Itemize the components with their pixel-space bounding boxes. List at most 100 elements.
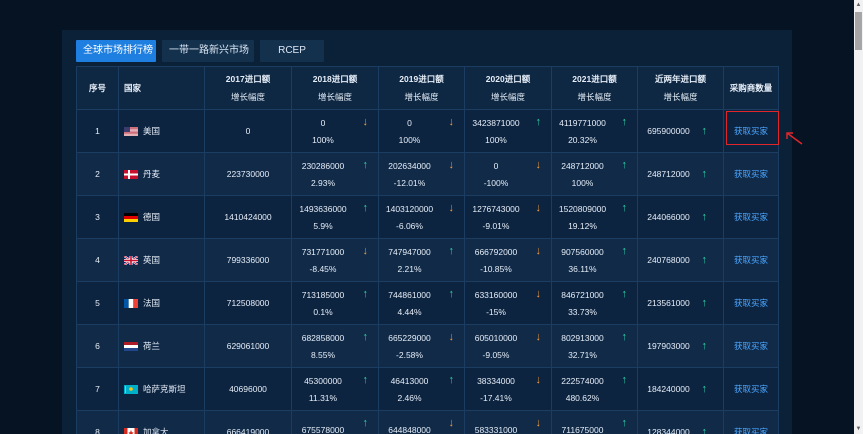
arrow-up-icon: ↑: [701, 125, 708, 137]
import-2017: 629061000: [204, 324, 292, 368]
growth-rate: 100%: [312, 134, 334, 145]
ranking-panel: 全球市场排行榜 一带一路新兴市场 RCEP 序号 国家 2017进口额 增长幅度 …: [62, 30, 792, 434]
import-2020: 633160000 -15% ↓: [464, 281, 552, 325]
import-value: 731771000: [301, 246, 345, 257]
import-value: 583331000: [474, 424, 518, 434]
get-buyers-link[interactable]: 获取买家: [733, 427, 768, 434]
import-2021: 248712000 100% ↑: [551, 152, 638, 196]
growth-rate: -9.01%: [482, 220, 510, 231]
arrow-up-icon: ↑: [621, 159, 628, 171]
arrow-down-icon: ↓: [535, 374, 542, 386]
get-buyers-link[interactable]: 获取买家: [733, 126, 768, 136]
tab-global-ranking[interactable]: 全球市场排行榜: [76, 40, 156, 62]
arrow-up-icon: ↑: [621, 245, 628, 257]
table-row: 3 德国 1410424000 1493636000 5.9% ↑ 1403120000 -6…: [76, 195, 779, 239]
growth-rate: 100%: [571, 177, 594, 188]
get-buyers-link[interactable]: 获取买家: [733, 384, 768, 394]
scroll-up-icon[interactable]: ▲: [855, 2, 862, 8]
import-value: 213561000: [647, 298, 690, 308]
tab-belt-road-markets[interactable]: 一带一路新兴市场: [162, 40, 254, 62]
get-buyers-link[interactable]: 获取买家: [733, 212, 768, 222]
table-row: 4 英国 799336000 731771000 -8.45% ↓ 747947000 2.2…: [76, 238, 779, 282]
arrow-up-icon: ↑: [362, 288, 369, 300]
import-2018: 230286000 2.93% ↑: [291, 152, 379, 196]
import-value: 0: [320, 117, 326, 128]
import-recent: 197903000 ↑: [637, 324, 724, 368]
import-value: 802913000: [561, 332, 604, 343]
tab-rcep[interactable]: RCEP: [260, 40, 324, 62]
growth-rate: -17.41%: [480, 392, 512, 403]
arrow-down-icon: ↓: [448, 202, 455, 214]
import-value: 0: [493, 160, 499, 171]
table-row: 2 丹麦 223730000 230286000 2.93% ↑ 202634000 -12.…: [76, 152, 779, 196]
row-index: 8: [76, 410, 119, 434]
import-2020: 0 -100% ↓: [464, 152, 552, 196]
country-cell: 荷兰: [118, 324, 205, 368]
arrow-up-icon: ↑: [701, 254, 708, 266]
import-value: 45300000: [304, 375, 342, 386]
country-cell: 德国: [118, 195, 205, 239]
country-cell: 法国: [118, 281, 205, 325]
import-value: 128344000: [647, 427, 690, 434]
import-2019: 202634000 -12.01% ↓: [378, 152, 465, 196]
arrow-up-icon: ↑: [701, 426, 708, 434]
growth-rate: -6.06%: [396, 220, 423, 231]
import-2021: 4119771000 20.32% ↑: [551, 109, 638, 153]
import-value: 3423871000: [472, 117, 520, 128]
growth-rate: -8.45%: [309, 263, 337, 274]
country-name: 丹麦: [143, 169, 161, 179]
arrow-down-icon: ↓: [448, 159, 455, 171]
arrow-down-icon: ↓: [535, 245, 542, 257]
growth-rate: -2.58%: [396, 349, 423, 360]
import-2019: 744861000 4.44% ↑: [378, 281, 465, 325]
import-recent: 695900000 ↑: [637, 109, 724, 153]
get-buyers-link[interactable]: 获取买家: [733, 255, 768, 265]
growth-rate: 100%: [398, 134, 421, 145]
buyers-cell: 获取买家: [723, 367, 779, 411]
arrow-down-icon: ↓: [362, 116, 369, 128]
import-2017: 0: [204, 109, 292, 153]
import-recent: 128344000 ↑: [637, 410, 724, 434]
growth-rate: -12.01%: [393, 177, 426, 188]
scroll-down-icon[interactable]: ▼: [855, 426, 862, 432]
import-value: 197903000: [647, 341, 690, 351]
import-value: 1493636000: [299, 203, 347, 214]
flag-ca-icon: [124, 428, 138, 434]
table-header: 序号 国家 2017进口额 增长幅度 2018进口额 增长幅度 2019进口额 增长幅…: [76, 66, 779, 110]
import-2018: 0 100% ↓: [291, 109, 379, 153]
import-recent: 240768000 ↑: [637, 238, 724, 282]
import-value: 713185000: [301, 289, 345, 300]
arrow-down-icon: ↓: [362, 245, 369, 257]
get-buyers-link[interactable]: 获取买家: [733, 298, 768, 308]
flag-dk-icon: [124, 170, 138, 180]
arrow-down-icon: ↓: [535, 159, 542, 171]
table-row: 8 加拿大 666419000 675578000 ↑ 644848000 ↓ 5833310…: [76, 410, 779, 434]
row-index: 4: [76, 238, 119, 282]
scroll-thumb[interactable]: [855, 12, 862, 50]
flag-kz-icon: [124, 385, 138, 395]
import-2021: 802913000 32.71% ↑: [551, 324, 638, 368]
import-value: 4119771000: [559, 117, 606, 128]
flag-fr-icon: [124, 299, 138, 309]
growth-rate: 480.62%: [565, 392, 600, 403]
import-2017: 799336000: [204, 238, 292, 282]
import-value: 907560000: [561, 246, 604, 257]
market-tabs: 全球市场排行榜 一带一路新兴市场 RCEP: [76, 40, 324, 62]
arrow-up-icon: ↑: [448, 288, 455, 300]
import-2019: 644848000 ↓: [378, 410, 465, 434]
arrow-up-icon: ↑: [448, 374, 455, 386]
header-2019: 2019进口额 增长幅度: [378, 66, 465, 110]
get-buyers-link[interactable]: 获取买家: [733, 341, 768, 351]
ranking-table: 序号 国家 2017进口额 增长幅度 2018进口额 增长幅度 2019进口额 增长幅…: [76, 66, 779, 434]
page-scrollbar[interactable]: ▲ ▼: [854, 0, 863, 434]
annotation-arrow-icon: [786, 132, 803, 145]
growth-rate: 2.46%: [397, 392, 422, 403]
flag-de-icon: [124, 213, 138, 223]
import-2021: 1520809000 19.12% ↑: [551, 195, 638, 239]
country-name: 加拿大: [143, 427, 169, 434]
get-buyers-link[interactable]: 获取买家: [733, 169, 768, 179]
import-value: 0: [407, 117, 412, 128]
import-value: 744861000: [388, 289, 431, 300]
row-index: 7: [76, 367, 119, 411]
growth-rate: -9.05%: [482, 349, 510, 360]
